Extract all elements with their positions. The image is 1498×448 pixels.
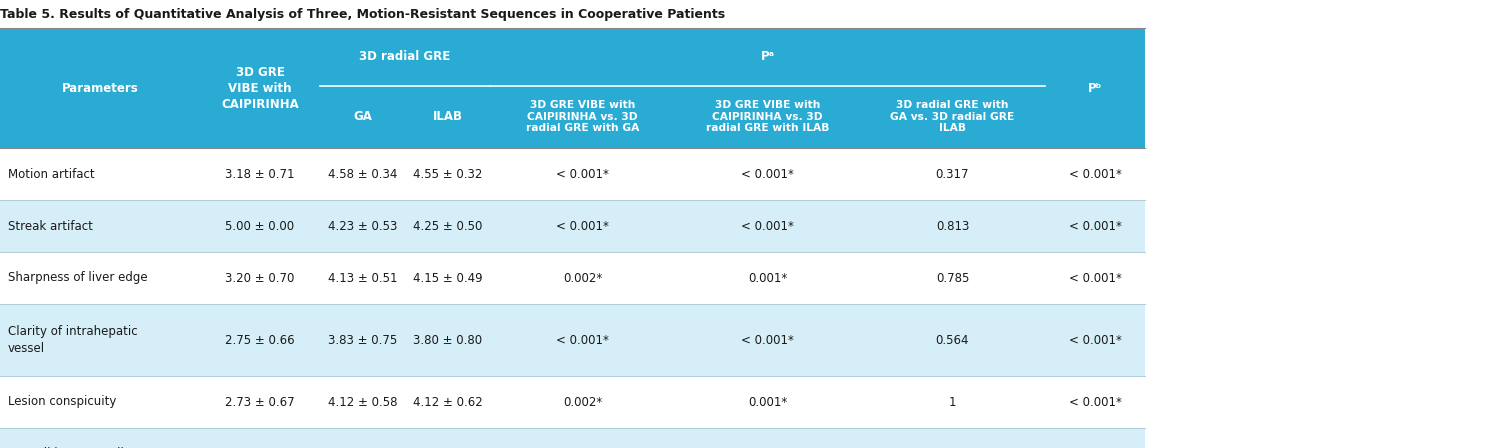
Text: 3D radial GRE with
GA vs. 3D radial GRE
ILAB: 3D radial GRE with GA vs. 3D radial GRE … (890, 100, 1014, 134)
Text: 4.25 ± 0.50: 4.25 ± 0.50 (413, 220, 482, 233)
Bar (0, 148, 1144, 200)
Text: 2.73 ± 0.67: 2.73 ± 0.67 (225, 396, 295, 409)
Text: < 0.001*: < 0.001* (556, 168, 610, 181)
Text: Clarity of intrahepatic
vessel: Clarity of intrahepatic vessel (7, 326, 138, 354)
Text: 1: 1 (948, 396, 956, 409)
Text: 3D GRE VIBE with
CAIPIRINHA vs. 3D
radial GRE with GA: 3D GRE VIBE with CAIPIRINHA vs. 3D radia… (526, 100, 640, 134)
Text: 0.317: 0.317 (936, 168, 969, 181)
Text: 0.785: 0.785 (936, 271, 969, 284)
Text: Streak artifact: Streak artifact (7, 220, 93, 233)
Text: Parameters: Parameters (61, 82, 138, 95)
Text: 3D GRE VIBE with
CAIPIRINHA vs. 3D
radial GRE with ILAB: 3D GRE VIBE with CAIPIRINHA vs. 3D radia… (706, 100, 830, 134)
Text: 3.80 ± 0.80: 3.80 ± 0.80 (413, 333, 482, 346)
Text: 0.813: 0.813 (936, 220, 969, 233)
Text: 4.13 ± 0.51: 4.13 ± 0.51 (328, 271, 397, 284)
Text: 4.12 ± 0.62: 4.12 ± 0.62 (412, 396, 482, 409)
Text: 4.58 ± 0.34: 4.58 ± 0.34 (328, 168, 397, 181)
Text: ILAB: ILAB (433, 110, 463, 123)
Text: < 0.001*: < 0.001* (742, 168, 794, 181)
Text: 2.75 ± 0.66: 2.75 ± 0.66 (225, 333, 295, 346)
Text: 0.564: 0.564 (936, 333, 969, 346)
Text: < 0.001*: < 0.001* (1068, 396, 1122, 409)
Text: 4.23 ± 0.53: 4.23 ± 0.53 (328, 220, 397, 233)
Text: Sharpness of liver edge: Sharpness of liver edge (7, 271, 148, 284)
Text: 4.12 ± 0.58: 4.12 ± 0.58 (328, 396, 397, 409)
Text: 0.002*: 0.002* (563, 396, 602, 409)
Text: < 0.001*: < 0.001* (556, 333, 610, 346)
Text: < 0.001*: < 0.001* (1068, 271, 1122, 284)
Text: Pᵃ: Pᵃ (761, 50, 774, 63)
Text: 4.55 ± 0.32: 4.55 ± 0.32 (413, 168, 482, 181)
Text: < 0.001*: < 0.001* (1068, 220, 1122, 233)
Text: < 0.001*: < 0.001* (742, 220, 794, 233)
Text: < 0.001*: < 0.001* (556, 220, 610, 233)
Text: 0.002*: 0.002* (563, 271, 602, 284)
Text: < 0.001*: < 0.001* (1068, 333, 1122, 346)
Text: 3.20 ± 0.70: 3.20 ± 0.70 (225, 271, 295, 284)
Text: < 0.001*: < 0.001* (1068, 168, 1122, 181)
Bar (0, 200, 1144, 252)
Text: GA: GA (354, 110, 372, 123)
Bar (0, 376, 1144, 428)
Text: Pᵇ: Pᵇ (1088, 82, 1103, 95)
Text: < 0.001*: < 0.001* (742, 333, 794, 346)
Text: 3.83 ± 0.75: 3.83 ± 0.75 (328, 333, 397, 346)
Text: Table 5. Results of Quantitative Analysis of Three, Motion-Resistant Sequences i: Table 5. Results of Quantitative Analysi… (0, 9, 725, 22)
Text: 3.18 ± 0.71: 3.18 ± 0.71 (225, 168, 295, 181)
Bar (0, 28, 1144, 148)
Bar (0, 304, 1144, 376)
Text: 0.001*: 0.001* (748, 271, 786, 284)
Text: 3D radial GRE: 3D radial GRE (360, 50, 451, 63)
Text: 0.001*: 0.001* (748, 396, 786, 409)
Bar (0, 252, 1144, 304)
Text: 4.15 ± 0.49: 4.15 ± 0.49 (412, 271, 482, 284)
Text: 3D GRE
VIBE with
CAIPIRINHA: 3D GRE VIBE with CAIPIRINHA (222, 65, 300, 111)
Text: Lesion conspicuity: Lesion conspicuity (7, 396, 117, 409)
Bar (0, 428, 1144, 448)
Text: 5.00 ± 0.00: 5.00 ± 0.00 (225, 220, 295, 233)
Text: Motion artifact: Motion artifact (7, 168, 94, 181)
